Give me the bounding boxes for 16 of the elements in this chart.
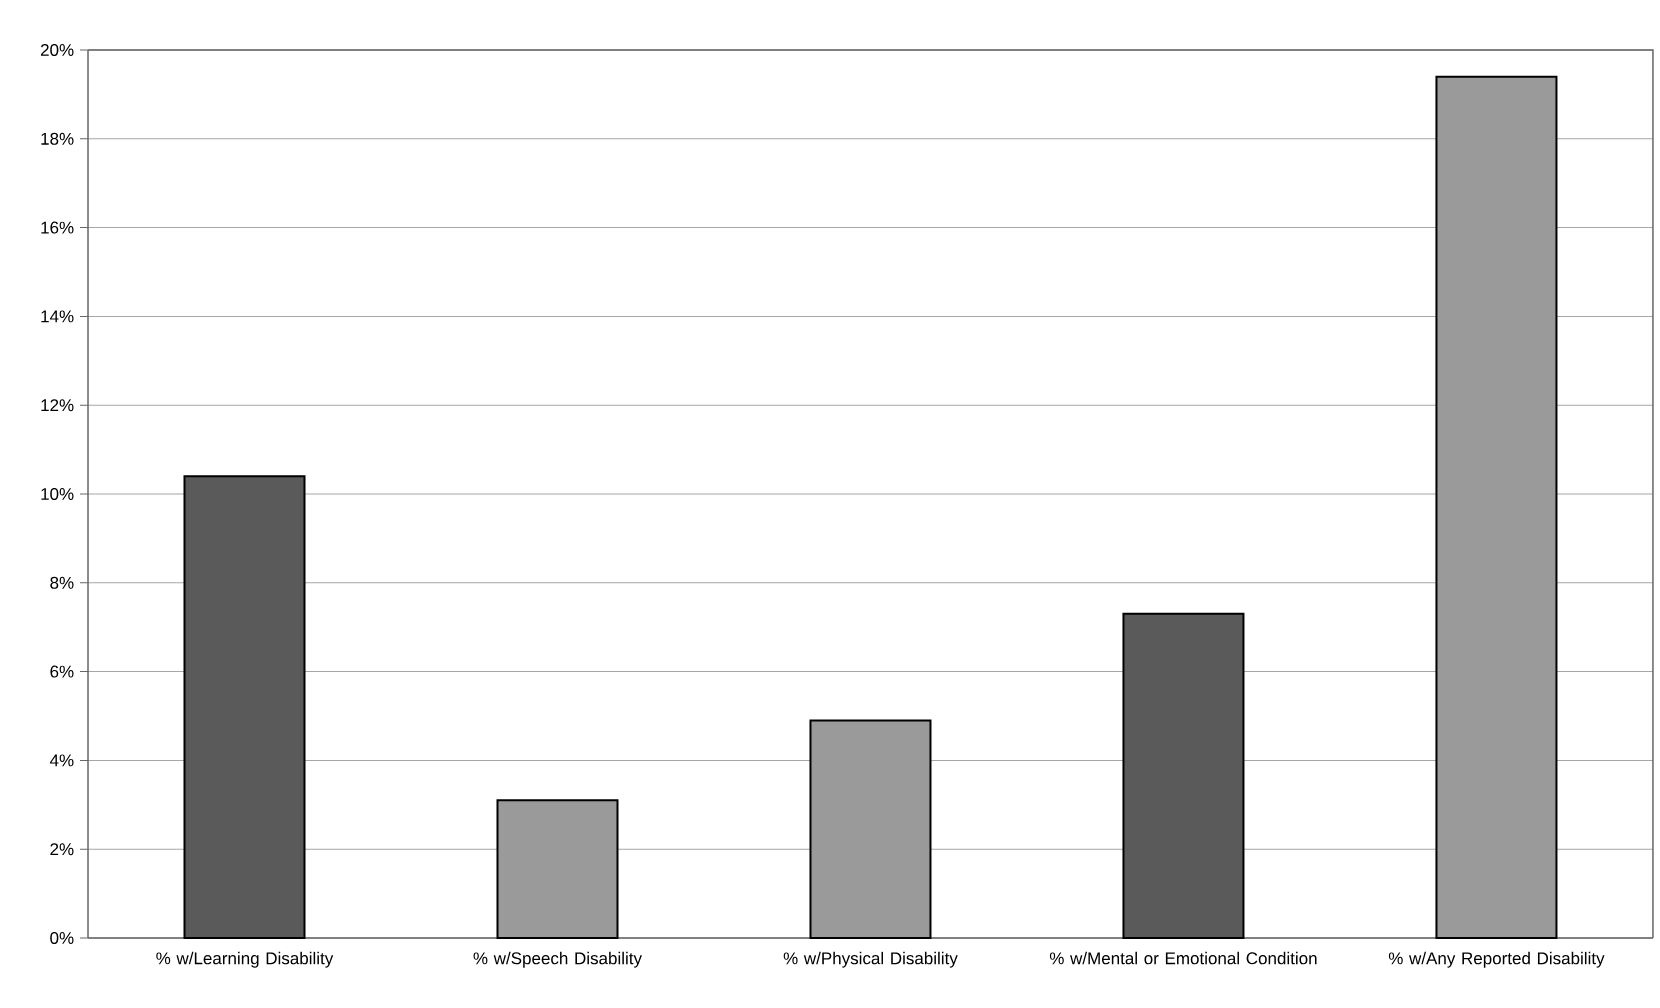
- y-tick-label: 0%: [50, 931, 74, 945]
- y-tick-label: 4%: [49, 754, 74, 767]
- y-tick-label: 2%: [50, 843, 74, 856]
- x-tick-label: % w/Mental or Emotional Condition: [1049, 951, 1317, 965]
- y-tick-label: 12%: [41, 399, 74, 412]
- x-tick-label: % w/Physical Disability: [783, 951, 958, 968]
- y-tick-label: 20%: [40, 43, 74, 57]
- y-tick-label: 8%: [50, 576, 74, 589]
- x-tick-label: % w/Speech Disability: [473, 951, 642, 968]
- y-tick-label: 14%: [41, 310, 74, 323]
- y-tick-label: 16%: [41, 221, 74, 234]
- y-tick-label: 10%: [41, 487, 74, 501]
- y-tick-label: 6%: [50, 665, 74, 678]
- x-tick-label: % w/Learning Disability: [156, 951, 334, 968]
- x-tick-label: % w/Any Reported Disability: [1388, 951, 1605, 968]
- y-tick-label: 18%: [41, 132, 74, 145]
